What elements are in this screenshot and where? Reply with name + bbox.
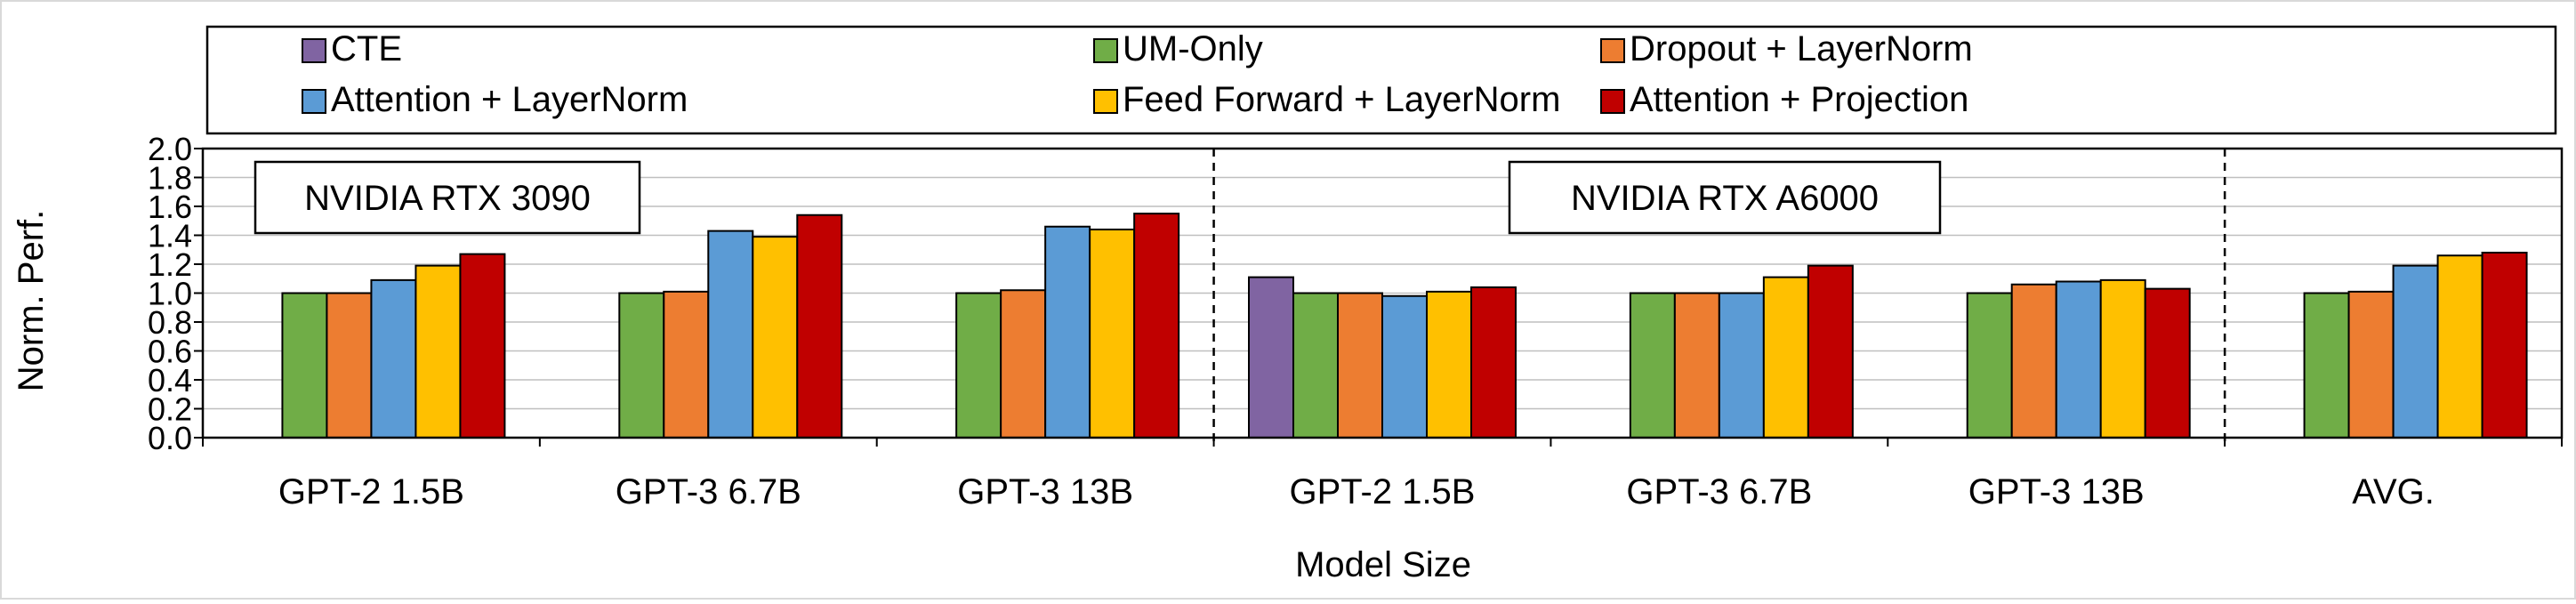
bar-4-1 [1629,292,1676,439]
x-category-label-2: GPT-3 13B [957,472,1133,511]
x-category-label-5: GPT-3 13B [1968,472,2145,511]
bar-6-5 [2481,252,2528,439]
y-tick-label: 0.4 [148,362,192,399]
bar-5-4 [2099,278,2146,439]
bar-0-4 [415,264,462,439]
bar-2-2 [1000,289,1047,439]
legend-label-2: Dropout + LayerNorm [1630,29,1973,68]
bar-6-3 [2392,264,2439,439]
bar-0-1 [281,292,328,439]
legend-swatch-2 [1600,38,1625,63]
y-tick-label: 1.4 [148,218,192,254]
legend-label-5: Attention + Projection [1630,80,1968,119]
group-dividers [1212,149,2226,447]
plot-frame [201,147,2564,439]
bar-6-2 [2347,290,2395,439]
y-tick-label: 0.0 [148,420,192,456]
legend-label-3: Attention + LayerNorm [331,80,688,119]
legend-swatch-0 [302,38,326,63]
y-axis-title: Norm. Perf. [12,210,51,391]
group-label-boxes: NVIDIA RTX 3090 NVIDIA RTX A6000 [254,160,1942,235]
y-tick-label: 1.0 [148,276,192,312]
bar-5-5 [2144,287,2191,439]
bar-3-5 [1470,286,1517,439]
bar-5-3 [2055,280,2102,439]
bar-4-2 [1673,292,1720,439]
y-tick-label: 1.2 [148,246,192,283]
bar-4-3 [1718,292,1765,439]
bar-1-5 [796,213,843,439]
bar-4-4 [1762,276,1809,439]
legend-swatch-3 [302,89,326,114]
legend [205,25,2557,135]
bar-5-2 [2010,283,2057,439]
group-box-0 [254,160,641,235]
x-category-label-0: GPT-2 1.5B [278,472,464,511]
legend-swatch-1 [1093,38,1118,63]
legend-swatch-5 [1600,89,1625,114]
bar-6-4 [2436,254,2483,439]
legend-label-4: Feed Forward + LayerNorm [1123,80,1560,119]
legend-swatch-4 [1093,89,1118,114]
y-tick-labels: 0.00.20.40.60.81.01.21.41.61.82.0 [148,131,192,456]
y-tick-label: 0.6 [148,334,192,370]
bar-2-4 [1089,229,1136,439]
bar-1-3 [707,230,754,439]
bar-3-4 [1426,290,1472,439]
x-category-label-4: GPT-3 6.7B [1626,472,1812,511]
legend-label-0: CTE [331,29,402,68]
bar-0-3 [370,278,417,439]
bars [281,213,2528,439]
y-tick-label: 2.0 [148,131,192,167]
bar-2-5 [1133,213,1180,439]
bar-3-3 [1381,294,1428,439]
axes [194,147,2564,447]
bar-1-2 [663,290,710,439]
x-axis-title: Model Size [1295,545,1471,584]
y-tick-label: 1.6 [148,189,192,225]
bar-3-1 [1292,292,1339,439]
bar-0-5 [459,253,506,439]
bar-0-2 [326,292,373,439]
x-category-labels: GPT-2 1.5B GPT-3 6.7B GPT-3 13B GPT-2 1.5B G… [278,472,2435,511]
bar-5-1 [1966,292,2013,439]
bar-3-2 [1337,292,1383,439]
bar-1-4 [752,236,799,439]
legend-items: CTE UM-Only Dropout + LayerNorm Attention +… [302,29,1973,119]
group-label-0: NVIDIA RTX 3090 [304,179,591,218]
bar-2-1 [955,292,1002,439]
y-tick-label: 1.8 [148,160,192,197]
x-category-label-1: GPT-3 6.7B [616,472,801,511]
bar-1-1 [618,292,665,439]
x-category-label-6: AVG. [2352,472,2435,511]
legend-label-1: UM-Only [1123,29,1263,68]
group-label-1: NVIDIA RTX A6000 [1571,179,1879,218]
bar-2-3 [1044,225,1091,439]
bar-3-0 [1248,276,1294,439]
x-category-label-3: GPT-2 1.5B [1290,472,1476,511]
bar-6-1 [2303,292,2350,439]
group-box-1 [1508,160,1942,235]
y-tick-label: 0.2 [148,391,192,428]
bar-4-5 [1807,264,1854,439]
y-tick-label: 0.8 [148,304,192,341]
